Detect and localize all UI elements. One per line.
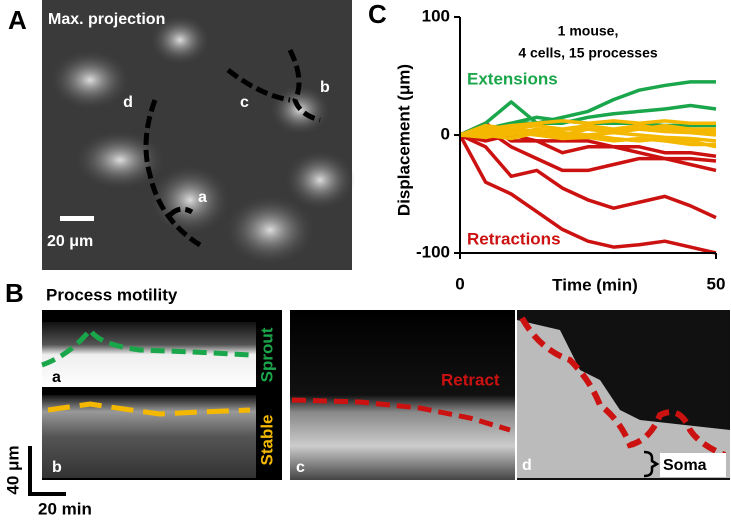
process-label: c	[240, 94, 249, 111]
x-axis-label: Time (min)	[552, 275, 638, 294]
retract-trace	[291, 397, 511, 433]
annotation: Extensions	[467, 69, 558, 88]
trace-label: Soma	[663, 457, 707, 474]
y-tick-label: 0	[441, 124, 450, 143]
panel-letter: B	[5, 278, 24, 308]
process-label: b	[320, 79, 330, 96]
kymograph-label: d	[522, 457, 532, 474]
kymograph-label: a	[52, 369, 61, 386]
trace-label: Retract	[441, 370, 500, 389]
y-axis-label: Displacement (μm)	[394, 64, 413, 216]
process-label: a	[198, 189, 207, 206]
data-line	[459, 133, 717, 220]
scale-bar	[60, 216, 94, 221]
data-line	[458, 134, 717, 255]
sprout-trace	[41, 325, 251, 368]
data-line	[459, 123, 716, 137]
y-tick-label: 100	[422, 6, 450, 25]
annotation: 4 cells, 15 processes	[518, 45, 658, 61]
retract-trace	[519, 316, 727, 458]
panel-title: Process motility	[46, 285, 178, 304]
data-line	[459, 127, 717, 149]
panel-letter: C	[368, 0, 387, 29]
data-line	[460, 123, 717, 141]
kymograph-label: c	[296, 459, 305, 476]
soma-bracket	[643, 450, 660, 478]
image-title: Max. projection	[48, 11, 165, 28]
scale-bar	[28, 446, 66, 496]
stable-trace	[47, 401, 251, 417]
scale-label: 40 μm	[3, 445, 22, 494]
scale-label: 20 min	[38, 499, 92, 518]
x-tick-label: 50	[707, 274, 726, 293]
panel-letter: A	[8, 5, 27, 35]
annotation: 1 mouse,	[558, 23, 619, 39]
micrograph-blobs	[50, 15, 355, 265]
kymograph-label: b	[52, 459, 62, 476]
label-box	[660, 453, 726, 477]
kymograph	[290, 310, 515, 480]
trace-label: Stable	[257, 414, 276, 465]
trace-label: Sprout	[257, 327, 276, 382]
annotation: Retractions	[467, 229, 561, 248]
data-line	[459, 100, 717, 137]
process-traces	[143, 48, 321, 248]
process-label: d	[123, 94, 133, 111]
kymograph	[42, 395, 256, 478]
data-line	[459, 130, 716, 147]
x-tick-label: 0	[455, 274, 464, 293]
y-tick-label: -100	[416, 242, 450, 261]
scale-label: 20 μm	[47, 233, 93, 250]
data-line	[459, 127, 717, 173]
